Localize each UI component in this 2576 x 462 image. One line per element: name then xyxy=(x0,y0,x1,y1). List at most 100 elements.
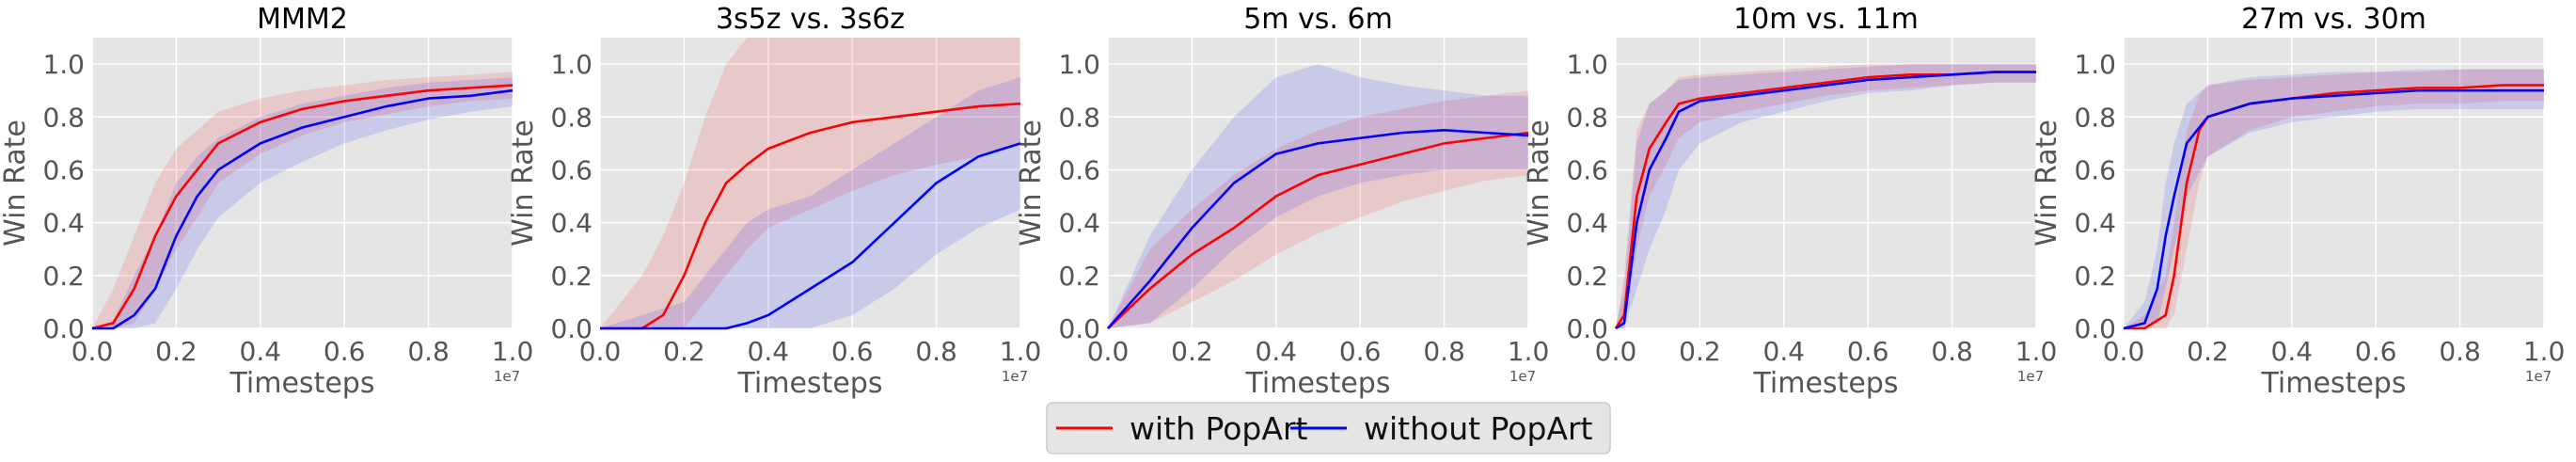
x-scale-multiplier: 1e7 xyxy=(2017,368,2044,385)
y-tick-label: 0.4 xyxy=(1058,208,1100,239)
y-tick-label: 0.2 xyxy=(550,261,593,292)
y-axis-label: Win Rate xyxy=(1015,119,1048,247)
x-tick-label: 0.2 xyxy=(2187,336,2229,367)
y-tick-label: 0.2 xyxy=(2074,261,2116,292)
x-tick-label: 1.0 xyxy=(492,336,534,367)
y-tick-label: 0.6 xyxy=(1058,154,1100,185)
x-axis-label: Timesteps xyxy=(229,367,375,400)
x-scale-multiplier: 1e7 xyxy=(1002,368,1028,385)
x-tick-label: 0.0 xyxy=(1087,336,1130,367)
legend-label-with-popart: with PopArt xyxy=(1130,410,1308,447)
x-tick-label: 0.4 xyxy=(240,336,282,367)
subplot-title: 27m vs. 30m xyxy=(2241,3,2426,36)
x-axis-label: Timesteps xyxy=(737,367,883,400)
x-tick-label: 0.8 xyxy=(407,336,450,367)
subplot-title: MMM2 xyxy=(257,3,348,36)
confidence-band-without-popart xyxy=(600,77,1020,329)
y-tick-label: 0.0 xyxy=(550,313,593,344)
x-tick-label: 0.0 xyxy=(71,336,114,367)
x-axis-label: Timesteps xyxy=(1245,367,1391,400)
x-tick-label: 0.2 xyxy=(663,336,705,367)
y-tick-label: 0.0 xyxy=(2074,313,2116,344)
y-tick-label: 0.0 xyxy=(1566,313,1608,344)
y-tick-label: 1.0 xyxy=(1566,49,1608,80)
subplot-grid: 0.0 0.2 0.4 0.6 0.8 1.0 0.0 0.2 0.4 0.6 0.8 1.0 MMM2… xyxy=(0,3,2565,400)
x-tick-label: 0.2 xyxy=(1171,336,1213,367)
legend: with PopArt without PopArt xyxy=(1046,402,1611,454)
y-axis-label: Win Rate xyxy=(1523,119,1556,247)
y-tick-label: 0.0 xyxy=(1058,313,1100,344)
y-tick-label: 0.4 xyxy=(2074,208,2116,239)
x-scale-multiplier: 1e7 xyxy=(494,368,520,385)
series-line-without-popart xyxy=(2123,88,2544,330)
x-axis-label: Timesteps xyxy=(1753,367,1899,400)
y-tick-label: 0.2 xyxy=(1566,261,1608,292)
x-tick-label: 0.4 xyxy=(2271,336,2314,367)
x-tick-label: 1.0 xyxy=(1508,336,1550,367)
x-scale-multiplier: 1e7 xyxy=(1509,368,1536,385)
subplot-2: 0.0 0.2 0.4 0.6 0.8 1.0 0.0 0.2 0.4 0.6 0.8 1.0 3s5z… xyxy=(507,3,1041,400)
y-tick-label: 0.8 xyxy=(1058,102,1100,133)
plot-area xyxy=(1108,38,1528,328)
y-tick-label: 0.6 xyxy=(1566,154,1608,185)
confidence-band-with-popart xyxy=(600,38,1020,328)
x-tick-label: 0.6 xyxy=(1847,336,1889,367)
x-tick-label: 0.6 xyxy=(324,336,366,367)
y-axis-label: Win Rate xyxy=(2031,119,2063,247)
x-tick-label: 0.0 xyxy=(2103,336,2145,367)
x-tick-label: 1.0 xyxy=(2523,336,2566,367)
x-tick-label: 0.6 xyxy=(831,336,874,367)
plot-area xyxy=(600,38,1020,328)
y-tick-label: 0.4 xyxy=(1566,208,1608,239)
x-tick-label: 0.8 xyxy=(2439,336,2481,367)
legend-label-without-popart: without PopArt xyxy=(1364,410,1593,447)
series-line-with-popart xyxy=(91,84,514,330)
subplot-title: 3s5z vs. 3s6z xyxy=(716,3,905,36)
series-line-without-popart xyxy=(600,142,1021,330)
x-tick-label: 0.8 xyxy=(915,336,957,367)
y-tick-label: 0.8 xyxy=(42,102,85,133)
y-tick-label: 0.2 xyxy=(42,261,85,292)
y-tick-label: 0.6 xyxy=(42,154,85,185)
subplot-title: 10m vs. 11m xyxy=(1733,3,1919,36)
x-scale-multiplier: 1e7 xyxy=(2525,368,2552,385)
y-tick-label: 0.8 xyxy=(2074,102,2116,133)
confidence-band-without-popart xyxy=(1108,64,1528,328)
x-tick-label: 0.0 xyxy=(1595,336,1637,367)
series-line-without-popart xyxy=(92,88,514,330)
subplot-3: 0.0 0.2 0.4 0.6 0.8 1.0 0.0 0.2 0.4 0.6 0.8 1.0 5m v… xyxy=(1015,3,1549,400)
subplot-1: 0.0 0.2 0.4 0.6 0.8 1.0 0.0 0.2 0.4 0.6 0.8 1.0 MMM2… xyxy=(0,3,533,400)
series-line-without-popart xyxy=(1107,129,1529,329)
series-line-without-popart xyxy=(1615,71,2036,330)
confidence-band-with-popart xyxy=(1108,90,1528,328)
x-tick-label: 0.2 xyxy=(1679,336,1721,367)
y-tick-label: 0.0 xyxy=(42,313,85,344)
y-tick-label: 0.6 xyxy=(2074,154,2116,185)
y-tick-label: 0.4 xyxy=(42,208,85,239)
y-tick-label: 0.6 xyxy=(550,154,593,185)
y-tick-label: 0.2 xyxy=(1058,261,1100,292)
y-tick-label: 1.0 xyxy=(2074,49,2116,80)
y-axis-label: Win Rate xyxy=(507,119,540,247)
confidence-band-without-popart xyxy=(1616,64,2036,328)
x-tick-label: 0.2 xyxy=(155,336,198,367)
y-tick-label: 0.8 xyxy=(550,102,593,133)
y-tick-label: 1.0 xyxy=(550,49,593,80)
x-tick-label: 0.8 xyxy=(1423,336,1465,367)
x-tick-label: 0.4 xyxy=(1256,336,1298,367)
x-tick-label: 0.0 xyxy=(579,336,622,367)
series-line-with-popart xyxy=(1107,131,1529,329)
x-tick-label: 0.6 xyxy=(1339,336,1382,367)
x-tick-label: 1.0 xyxy=(1000,336,1042,367)
y-tick-label: 1.0 xyxy=(42,49,85,80)
subplot-5: 0.0 0.2 0.4 0.6 0.8 1.0 0.0 0.2 0.4 0.6 0.8 1.0 27m … xyxy=(2031,3,2565,400)
x-tick-label: 0.8 xyxy=(1931,336,1973,367)
confidence-band-with-popart xyxy=(2124,69,2544,328)
subplot-title: 5m vs. 6m xyxy=(1243,3,1393,36)
y-axis-label: Win Rate xyxy=(0,119,32,247)
series-line-with-popart xyxy=(600,102,1021,330)
y-tick-label: 1.0 xyxy=(1058,49,1100,80)
y-tick-label: 0.8 xyxy=(1566,102,1608,133)
x-tick-label: 1.0 xyxy=(2015,336,2058,367)
